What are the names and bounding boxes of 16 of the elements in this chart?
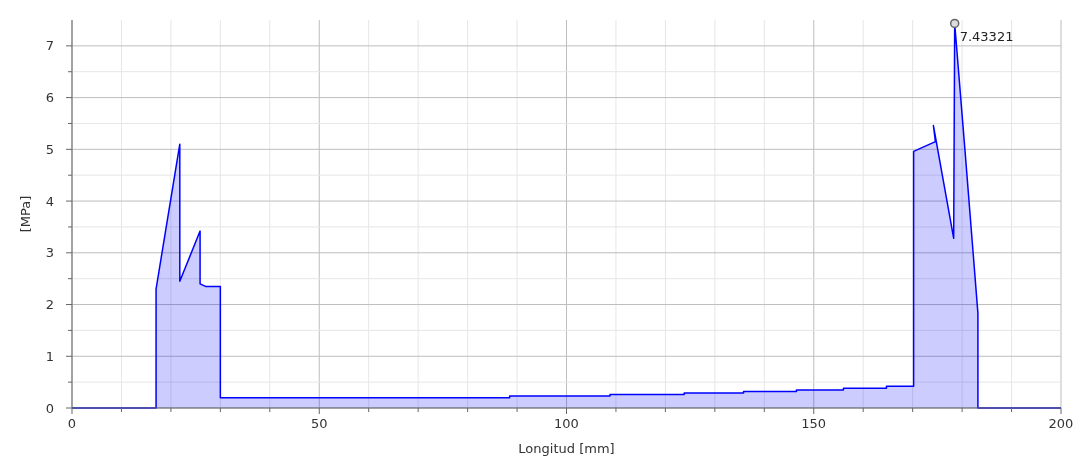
- y-axis-title: [MPa]: [18, 195, 33, 233]
- y-tick-label: 4: [45, 193, 54, 209]
- y-tick-label: 5: [45, 141, 54, 157]
- x-tick-label: 0: [67, 416, 77, 431]
- y-tick-label: 3: [45, 245, 54, 261]
- x-axis-title: Longitud [mm]: [518, 441, 615, 456]
- y-tick-label: 7: [45, 38, 54, 54]
- y-tick-label: 0: [45, 400, 54, 416]
- y-tick-label: 6: [45, 90, 54, 106]
- x-tick-label: 200: [1048, 416, 1074, 431]
- annotation: 7.43321: [959, 29, 1014, 45]
- y-tick-label: 2: [45, 297, 54, 313]
- y-tick-label: 1: [45, 348, 54, 364]
- x-tick-label: 100: [554, 416, 579, 431]
- x-tick-label: 50: [310, 416, 328, 431]
- x-tick-label: 150: [801, 416, 827, 431]
